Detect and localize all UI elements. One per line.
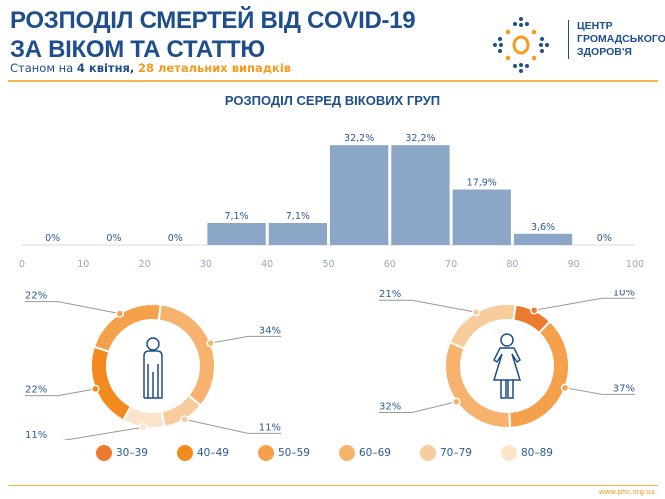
segment-label: 34% [259,325,281,336]
legend-swatch [420,445,436,461]
chart-title: РОЗПОДІЛ СЕРЕД ВІКОВИХ ГРУП [224,93,441,108]
legend-label: 40–49 [197,447,229,459]
legend-label: 70–79 [440,447,472,459]
leader-dot [529,306,539,315]
age-histogram: 0% 0% 0% 7,1% 7,1% 32,2% 32,2% 17,9% 3,6% 0% 0 10 20… [19,133,644,270]
bar [330,145,389,245]
donut-segment [90,345,133,422]
divider [8,80,658,82]
segment-label: 37% [613,383,635,394]
donut-charts: 22% 34% 11% 11% 22% 10% 37% 32% 21% [25,290,635,440]
page-title: РОЗПОДІЛ СМЕРТЕЙ ВІД COVID-19 ЗА ВІКОМ ТА… [10,6,416,64]
bar-label: 0% [168,233,183,244]
leader-dot [471,307,481,317]
segment-label: 10% [613,290,635,298]
x-tick-label: 10 [77,259,89,270]
footer-divider [8,485,658,486]
leader-line [184,418,281,434]
leader-line [25,301,120,315]
legend-label: 80–89 [521,447,553,459]
x-tick-label: 0 [19,259,25,270]
logo-icon [493,17,549,73]
x-tick-label: 30 [200,259,212,270]
leader-dot [139,422,148,432]
legend-swatch [339,445,355,461]
legend-swatch [177,445,193,461]
subtitle-date: 4 квітня, [76,61,135,75]
x-tick-label: 40 [261,259,273,270]
x-tick-label: 60 [384,259,396,270]
leader-line [379,299,477,313]
legend-label: 60–69 [359,447,391,459]
logo-text: ЦЕНТР ГРОМАДСЬКОГО ЗДОРОВ'Я [568,20,665,59]
title-line-1: РОЗПОДІЛ СМЕРТЕЙ ВІД COVID-19 [10,7,416,34]
leader-line [379,401,457,413]
title-line-2: ЗА ВІКОМ ТА СТАТТЮ [10,36,265,63]
donut-segment [157,303,216,407]
x-tick-label: 100 [626,259,644,270]
legend-label: 30–39 [116,447,148,459]
bar-label: 17,9% [467,178,497,189]
leader-dot [560,383,570,393]
bar [513,233,573,245]
segment-label: 11% [259,422,281,433]
x-tick-label: 20 [139,259,151,270]
leader-line [25,388,96,397]
leader-line [210,335,281,344]
x-tick-label: 80 [506,259,518,270]
bar [268,222,327,245]
leader-dot [206,338,215,348]
subtitle-cases: 28 летальних випадків [137,61,292,75]
segment-label: 11% [25,430,47,440]
donut-segment [448,303,517,350]
leader-dot [180,415,189,424]
bar-label: 0% [45,233,60,244]
logo-line: ГРОМАДСЬКОГО [577,33,665,45]
legend-swatch [501,445,517,461]
bar-label: 7,1% [224,211,248,222]
x-tick-label: 70 [445,259,457,270]
bar-label: 7,1% [286,211,310,222]
logo-line: ЦЕНТР [577,20,613,32]
bar [391,145,450,245]
segment-label: 21% [379,290,401,300]
x-tick-label: 90 [568,259,580,270]
leader-dot [115,309,125,318]
bar-label: 3,6% [531,222,555,233]
legend-label: 50–59 [278,447,310,459]
legend-swatch [96,445,112,461]
bar [207,222,266,245]
leader-line [534,297,635,311]
man-icon [143,337,163,399]
footer-url[interactable]: www.phc.org.ua [598,488,655,496]
bar [452,189,511,245]
donut-segment [160,393,203,429]
bar-label: 0% [106,233,121,244]
segment-label: 22% [25,385,47,396]
subtitle: Станом на 4 квітня, 28 летальних випадкі… [10,61,291,75]
donut-segment [92,303,162,354]
leader-dot [91,384,100,394]
segment-label: 22% [25,291,47,302]
leader-line [62,426,144,440]
legend-swatch [258,445,274,461]
leader-dot [452,397,461,406]
woman-icon [492,333,522,399]
bar-label: 32,2% [344,133,374,144]
bar-label: 32,2% [405,133,435,144]
subtitle-prefix: Станом на [10,61,77,75]
segment-label: 32% [379,401,401,412]
leader-line [564,387,635,395]
bar-label: 0% [597,233,612,244]
logo-line: ЗДОРОВ'Я [577,46,632,58]
x-tick-label: 50 [322,259,334,270]
